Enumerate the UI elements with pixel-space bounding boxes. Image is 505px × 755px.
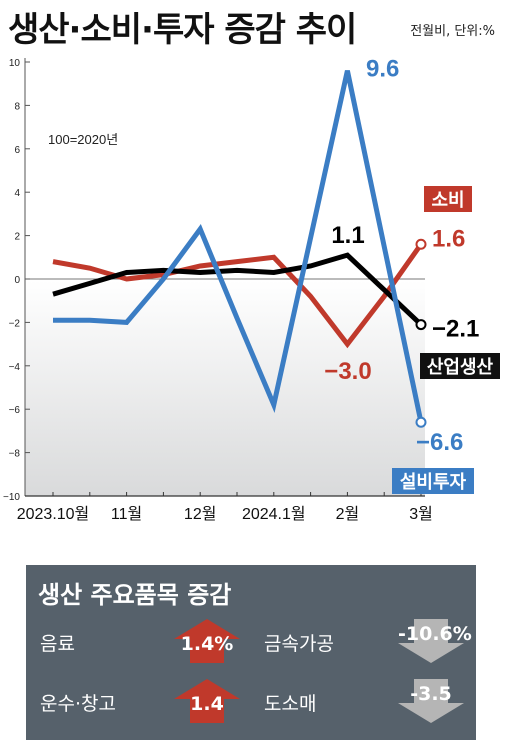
down-arrow-icon [398, 679, 464, 723]
summary-item-retail: 도소매 -3.5 [264, 679, 479, 723]
data-label: 9.6 [366, 56, 399, 83]
legend-label: 산업생산 [427, 357, 494, 377]
item-value: 1.4 [190, 693, 224, 715]
unit-note: 전월비, 단위:% [410, 24, 495, 39]
series-end-marker [415, 319, 427, 331]
x-tick-label: 12월 [184, 505, 217, 523]
y-tick-label: 10 [9, 58, 21, 69]
legend-label: 소비 [431, 190, 464, 210]
summary-item-beverage: 음료 1.4% [40, 619, 255, 663]
negative-area-shade [25, 280, 425, 496]
item-value: -10.6% [398, 623, 472, 645]
x-tick-label: 2024.1월 [242, 505, 306, 523]
data-label: −3.0 [324, 358, 371, 385]
x-tick-label: 3월 [409, 505, 433, 523]
base-note: 100=2020년 [48, 132, 118, 147]
item-label: 도소매 [264, 693, 317, 715]
page-title: 생산·소비·투자 증감 추이 [8, 10, 357, 50]
data-label: −6.6 [416, 429, 463, 456]
series-line-2 [53, 70, 424, 423]
x-tick-label: 11월 [111, 505, 142, 523]
y-tick-label: −4 [9, 362, 21, 373]
item-value: -3.5 [410, 683, 452, 705]
data-label: 1.1 [331, 222, 364, 249]
line-chart: 10 8 6 4 2 0 −2 −4 −6 −8 −10 2023.10월 11월 12월 2024.1월… [3, 56, 500, 523]
summary-item-transport: 운수·창고 1.4 [40, 679, 255, 723]
legend-label-bg [392, 468, 474, 494]
summary-panel: 생산 주요품목 증감 음료 1.4% 금속가공 -10.6% 운수·창고 1.4… [26, 565, 476, 740]
y-tick-label: 2 [14, 232, 20, 243]
summary-item-metal: 금속가공 -10.6% [264, 619, 479, 663]
y-tick-label: −2 [9, 318, 21, 329]
legend-label: 설비투자 [400, 472, 467, 492]
item-label: 금속가공 [264, 633, 334, 655]
summary-title: 생산 주요품목 증감 [38, 581, 232, 609]
item-value: 1.4% [180, 633, 234, 655]
y-tick-label: −10 [3, 492, 20, 503]
up-arrow-icon [174, 679, 240, 723]
data-label: 1.6 [432, 225, 465, 252]
y-tick-label: 4 [14, 188, 20, 199]
up-arrow-icon [174, 619, 240, 663]
down-arrow-icon [398, 619, 464, 663]
y-tick-label: 6 [14, 145, 20, 156]
data-label: −2.1 [432, 316, 479, 343]
legend-label-bg [424, 186, 472, 212]
item-label: 운수·창고 [40, 693, 116, 715]
legend-label-bg [420, 353, 500, 379]
y-tick-label: −6 [9, 405, 21, 416]
item-label: 음료 [40, 633, 75, 655]
x-tick-label: 2월 [336, 505, 360, 523]
series-end-marker [415, 238, 427, 250]
y-tick-label: 8 [14, 101, 20, 112]
x-tick-label: 2023.10월 [17, 505, 90, 523]
y-tick-label: 0 [14, 275, 20, 286]
y-tick-label: −8 [9, 449, 21, 460]
series-line-1 [52, 252, 423, 327]
series-end-marker [415, 416, 427, 428]
